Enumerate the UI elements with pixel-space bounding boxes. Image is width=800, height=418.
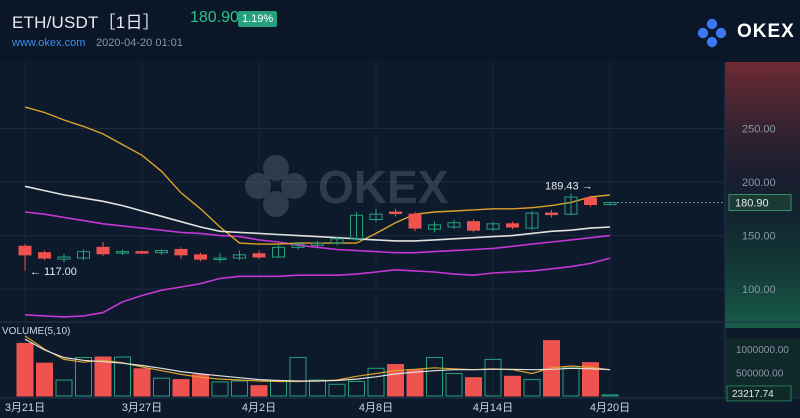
volume-title: VOLUME(5,10) xyxy=(2,326,70,337)
watermark: OKEX xyxy=(245,155,449,217)
candle-body xyxy=(233,254,246,259)
volume-bar xyxy=(367,367,385,397)
candle-body xyxy=(486,223,500,230)
volume-bar xyxy=(523,379,541,397)
candle-body xyxy=(506,223,519,228)
current-price: 180.90 xyxy=(190,9,239,26)
last-volume-tag xyxy=(726,385,792,402)
candle-body xyxy=(194,254,207,260)
okex-logo-icon xyxy=(697,18,727,48)
volume-bar xyxy=(348,380,365,397)
candle-body xyxy=(135,251,149,254)
ytick-label: 250.00 xyxy=(742,124,776,136)
candle-body xyxy=(408,213,422,229)
volume-bar xyxy=(328,383,346,397)
last-volume-text: 23217.74 xyxy=(732,389,774,400)
candle-body xyxy=(564,196,578,215)
candle-body xyxy=(38,252,51,259)
volume-bar xyxy=(36,362,53,397)
candle-body xyxy=(252,253,266,258)
volume-bar xyxy=(75,357,92,397)
candle-body xyxy=(525,212,539,229)
xtick-label: 4月2日 xyxy=(242,402,276,414)
low-label: ← 117.00 xyxy=(30,266,77,278)
volume-bar xyxy=(387,364,404,397)
high-label: 189.43 → xyxy=(545,180,593,192)
candle-body xyxy=(57,256,71,260)
volume-bar xyxy=(504,375,521,397)
volume-bar xyxy=(582,362,599,397)
candle-body xyxy=(447,222,461,228)
xtick-label: 4月14日 xyxy=(473,402,513,414)
candle-body xyxy=(545,212,558,216)
candle-body xyxy=(467,221,480,231)
band-lower-line xyxy=(24,257,611,318)
volume-bar xyxy=(55,379,73,397)
chart-header: ETH/USDT［1日］ 180.90 1.19% www.okex.com 2… xyxy=(0,0,800,62)
volume-bar xyxy=(172,379,190,397)
watermark-text: OKEX xyxy=(318,161,449,213)
ma-white-line xyxy=(24,185,611,242)
vol-ytick-label: 1000000.00 xyxy=(736,345,789,356)
pair-title: ETH/USDT［1日］ xyxy=(12,13,160,32)
ytick-label: 150.00 xyxy=(742,231,776,243)
volume-bar xyxy=(211,381,229,397)
xtick-label: 3月21日 xyxy=(5,402,45,414)
vol-ytick-label: 500000.00 xyxy=(736,369,784,380)
candle-body xyxy=(155,250,168,254)
candle-body xyxy=(330,238,344,244)
candle-body xyxy=(584,197,597,206)
volume-bar xyxy=(250,385,268,397)
xtick-label: 4月20日 xyxy=(590,402,630,414)
candle-body xyxy=(18,245,32,256)
volume-bar xyxy=(601,394,619,397)
xtick-label: 3月27日 xyxy=(122,402,162,414)
candle-body xyxy=(174,248,188,256)
candle-body xyxy=(369,213,383,221)
xtick-label: 4月8日 xyxy=(359,402,393,414)
ytick-label: 200.00 xyxy=(742,177,776,189)
candlestick-chart: OKEX 189.43 → ← 117.00 180.90 100.00 150.00… xyxy=(0,62,800,418)
volume-bar xyxy=(16,342,34,397)
candle-body xyxy=(350,214,363,240)
volume-bar xyxy=(445,372,463,397)
volume-bar xyxy=(114,356,131,397)
volume-bar xyxy=(289,357,307,397)
last-price-text: 180.90 xyxy=(735,197,769,209)
timestamp: 2020-04-20 01:01 xyxy=(96,37,183,49)
candle-body xyxy=(116,251,129,254)
site-url[interactable]: www.okex.com xyxy=(12,37,86,49)
logo-text: OKEX xyxy=(737,21,795,42)
volume-bar xyxy=(231,380,248,397)
volume-bar xyxy=(133,368,151,397)
ytick-label: 100.00 xyxy=(742,284,776,296)
volume-bar xyxy=(94,356,112,397)
candle-body xyxy=(77,251,90,259)
volume-bar xyxy=(426,357,443,397)
candle-body xyxy=(213,257,227,261)
last-price-tag xyxy=(728,193,792,211)
change-badge: 1.19% xyxy=(238,11,278,27)
candle-body xyxy=(96,246,110,255)
candle-body xyxy=(603,201,617,206)
candle-body xyxy=(272,246,285,258)
candle-body xyxy=(428,224,441,230)
volume-bar xyxy=(153,377,170,397)
candle-body xyxy=(291,243,305,248)
volume-bar xyxy=(465,377,482,397)
vol-ma10-line xyxy=(24,338,611,382)
candle-body xyxy=(389,211,402,215)
volume-bar xyxy=(484,358,502,397)
volume-bar xyxy=(309,379,326,397)
candle-body xyxy=(311,242,324,246)
volume-bar xyxy=(192,374,209,397)
volume-bar xyxy=(406,369,424,397)
